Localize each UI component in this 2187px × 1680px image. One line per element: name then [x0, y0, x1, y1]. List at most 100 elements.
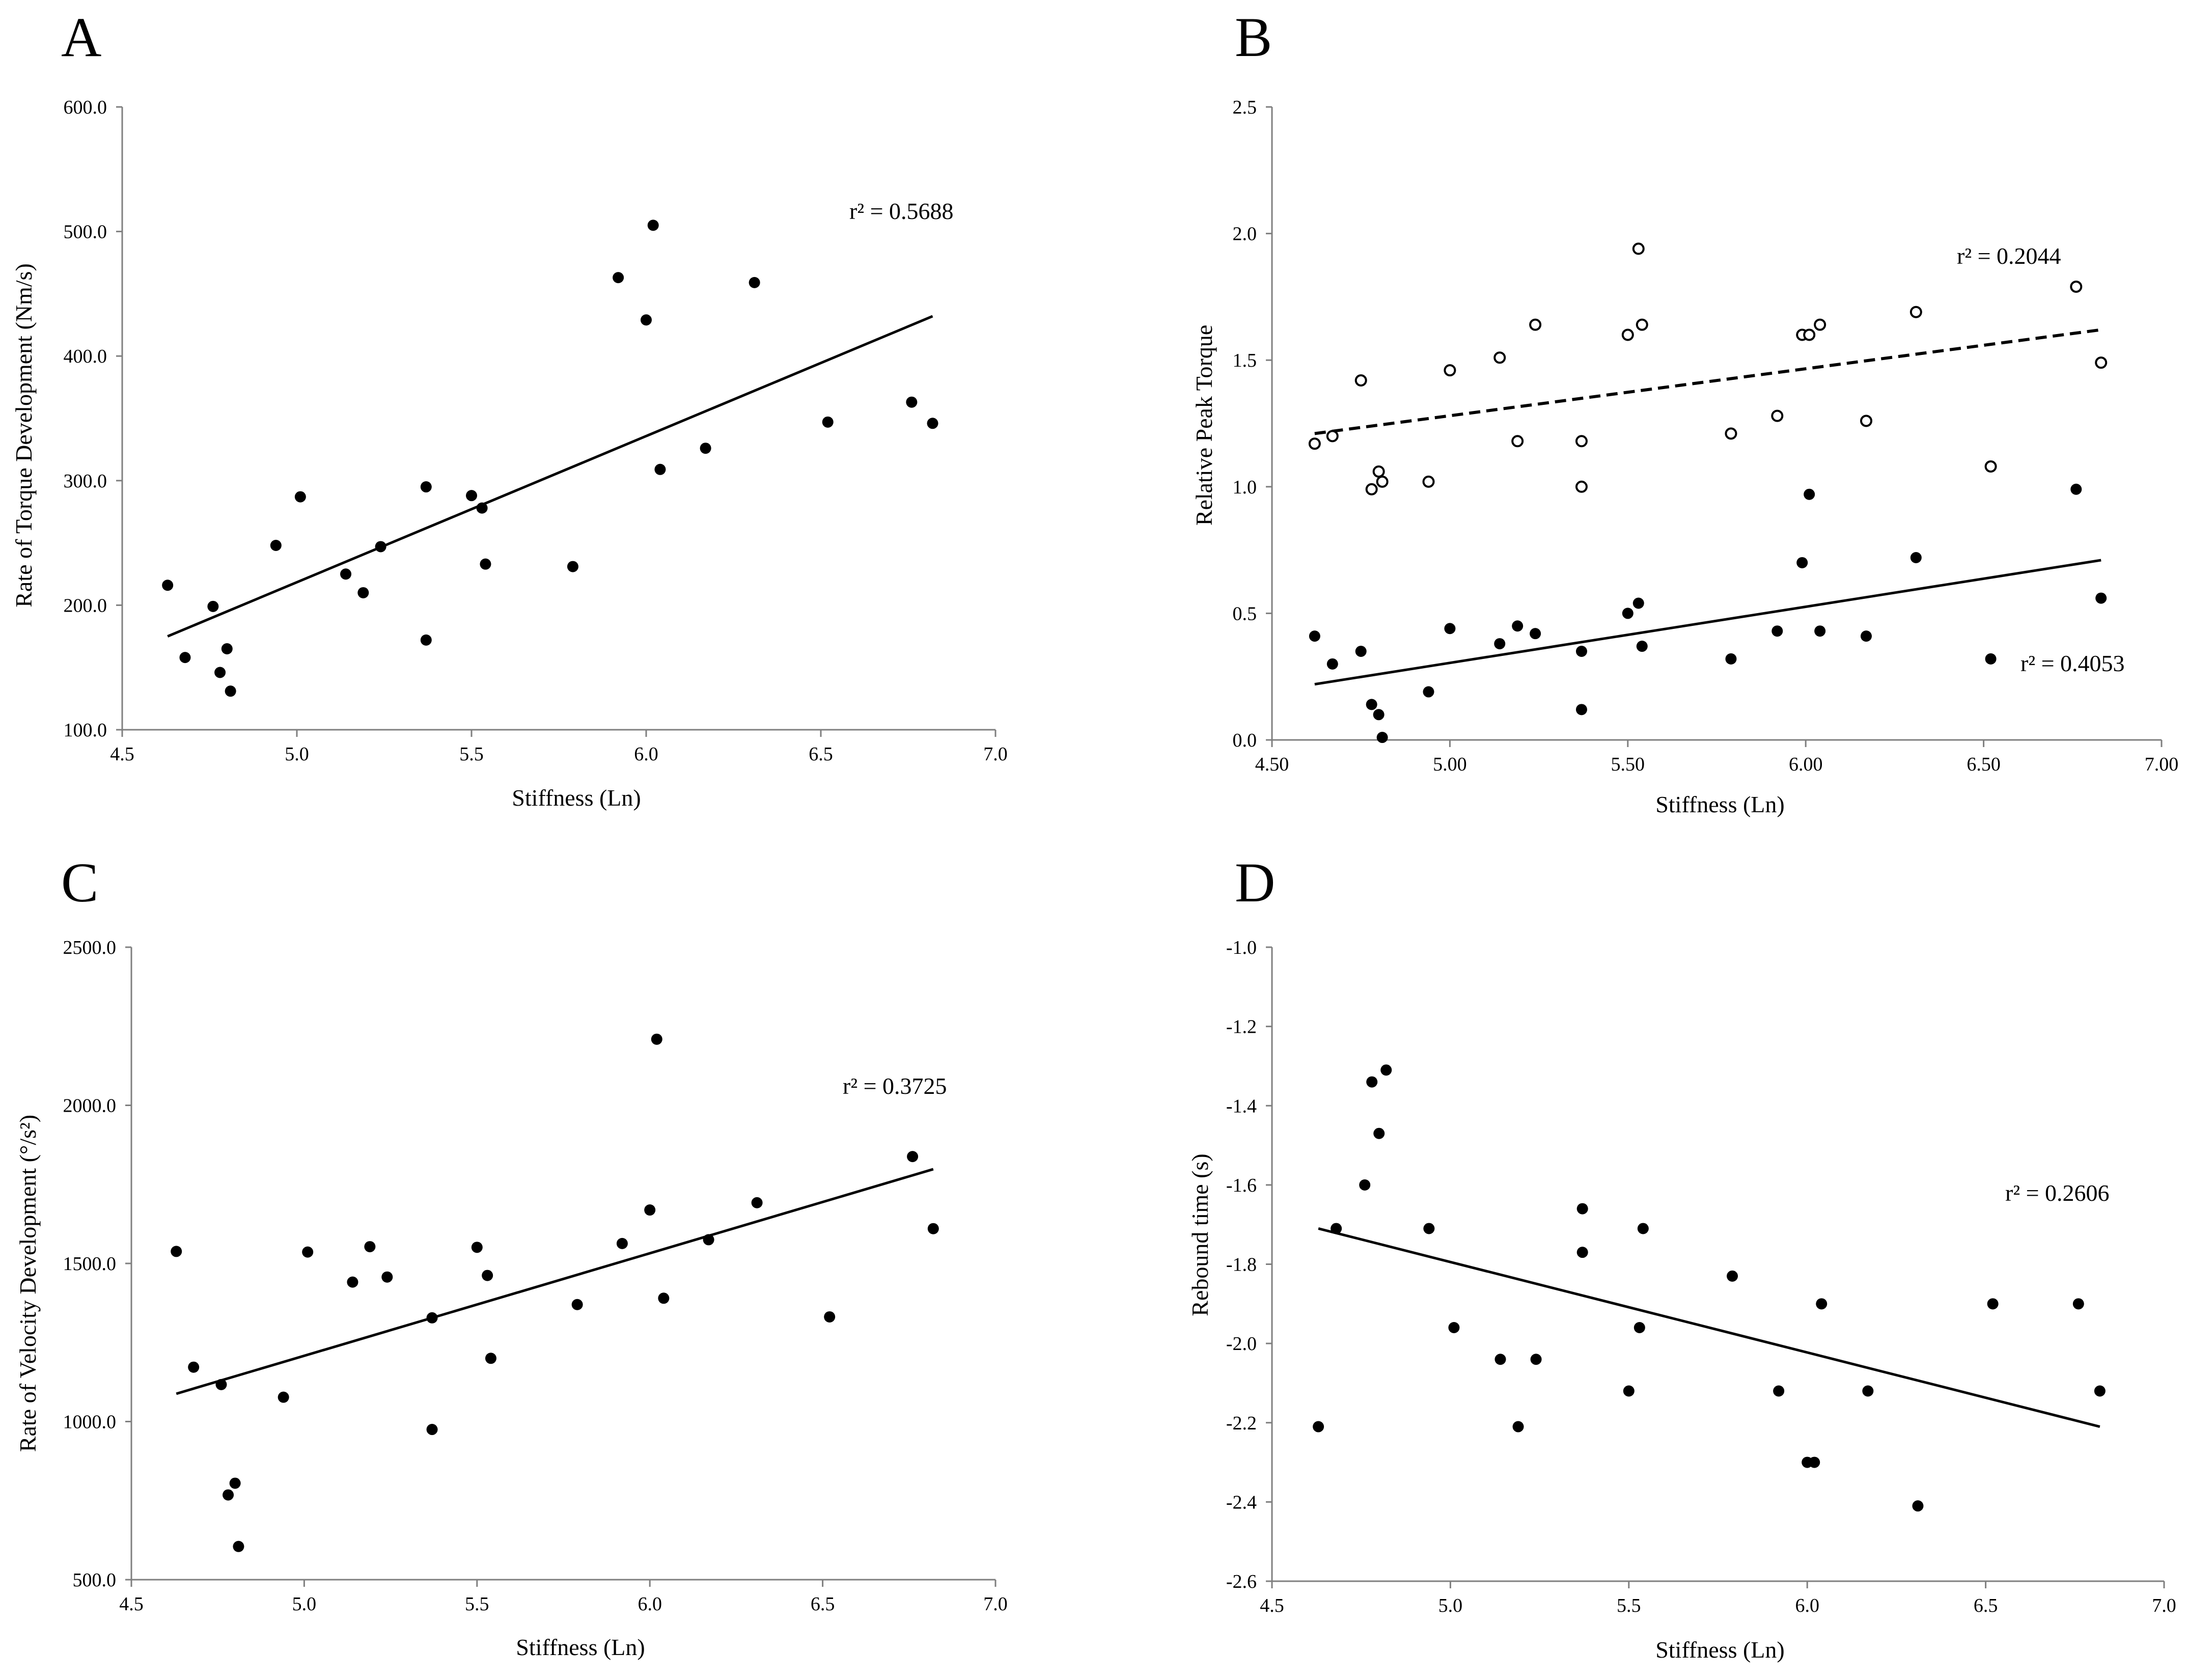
- data-point: [471, 1242, 483, 1253]
- data-point-open: [1372, 465, 1385, 478]
- data-point: [1359, 1179, 1371, 1191]
- data-point: [225, 685, 236, 697]
- y-tick-label: 600.0: [64, 97, 107, 118]
- data-point: [2095, 592, 2107, 604]
- data-point-open: [1814, 318, 1826, 331]
- y-tick-label: -1.0: [1226, 937, 1257, 958]
- x-tick-label: 6.5: [811, 1593, 835, 1615]
- data-point: [1313, 1421, 1324, 1433]
- data-point: [1985, 653, 1997, 665]
- data-point-open: [1725, 427, 1737, 440]
- data-point: [1637, 1223, 1649, 1234]
- data-point: [221, 643, 233, 655]
- data-point-open: [1376, 475, 1389, 488]
- data-point: [647, 219, 659, 231]
- data-point: [1423, 1223, 1435, 1234]
- data-point: [1773, 1385, 1785, 1397]
- y-tick-label: -2.0: [1226, 1333, 1257, 1355]
- x-tick-label: 7.0: [983, 743, 1008, 765]
- data-point: [1309, 630, 1320, 642]
- data-point: [214, 667, 226, 678]
- data-point: [1576, 1203, 1588, 1215]
- data-point-open: [1575, 480, 1588, 493]
- y-tick-label: 1.0: [1233, 477, 1257, 498]
- data-point: [1512, 620, 1524, 632]
- data-point-open: [1636, 318, 1648, 331]
- data-point-open: [1771, 409, 1784, 422]
- x-tick-label: 6.0: [1795, 1595, 1819, 1616]
- data-point: [357, 587, 369, 598]
- y-tick-label: -1.6: [1226, 1175, 1257, 1196]
- data-point: [480, 558, 491, 570]
- x-tick-label: 4.50: [1255, 754, 1289, 775]
- r-squared-label: r² = 0.3725: [843, 1073, 947, 1099]
- y-axis-title: Rate of Torque Development (Nm/s): [11, 263, 37, 608]
- data-point: [188, 1361, 200, 1373]
- data-point: [1912, 1500, 1924, 1512]
- data-point-open: [1909, 306, 1922, 318]
- data-point: [2070, 483, 2082, 495]
- panel-label: C: [61, 851, 98, 914]
- data-point: [171, 1246, 182, 1257]
- data-point-open: [1803, 328, 1816, 341]
- panel-label: A: [61, 6, 101, 68]
- y-tick-label: -2.4: [1226, 1492, 1257, 1513]
- data-point: [2094, 1385, 2106, 1397]
- trendline: [1314, 559, 2101, 686]
- x-axis-title: Stiffness (Ln): [1655, 1637, 1784, 1663]
- r-squared-label-filled: r² = 0.4053: [2020, 650, 2125, 676]
- data-point: [1512, 1421, 1524, 1433]
- data-point: [375, 541, 386, 553]
- x-axis-title: Stiffness (Ln): [516, 1634, 645, 1660]
- x-tick-label: 6.50: [1967, 754, 2001, 775]
- panel-a: A Rate of Torque Development (Nm/s) Stif…: [11, 6, 1008, 811]
- data-point: [1366, 699, 1377, 710]
- panel-c: C Rate of Velocity Development (°/s²) St…: [15, 851, 1008, 1660]
- x-tick-label: 5.50: [1611, 754, 1645, 775]
- y-axis-title: Rate of Velocity Development (°/s²): [15, 1115, 41, 1452]
- y-tick-label: 2500.0: [63, 937, 117, 958]
- data-point: [347, 1276, 358, 1288]
- data-point: [1530, 628, 1541, 640]
- data-point: [1373, 1127, 1385, 1139]
- y-tick-label: 1500.0: [63, 1253, 117, 1275]
- panel-d: D Rebound time (s) Stiffness (Ln) r² = 0…: [1187, 851, 2176, 1663]
- data-point: [229, 1477, 241, 1489]
- data-point: [1804, 488, 1815, 500]
- y-tick-label: 400.0: [64, 346, 107, 367]
- data-point: [364, 1241, 376, 1253]
- data-point: [466, 490, 477, 502]
- data-point: [426, 1312, 438, 1324]
- r-squared-label-open: r² = 0.2044: [1957, 243, 2061, 269]
- y-tick-label: 2000.0: [63, 1095, 117, 1117]
- data-point-open: [1354, 374, 1367, 387]
- data-point: [749, 277, 760, 288]
- data-point: [1331, 1223, 1342, 1234]
- data-point: [1575, 645, 1587, 657]
- y-axis-title: Relative Peak Torque: [1191, 325, 1217, 526]
- y-tick-label: -2.6: [1226, 1571, 1257, 1592]
- trendline: [1318, 1227, 2100, 1428]
- data-point: [381, 1271, 393, 1283]
- data-point: [1860, 630, 1872, 642]
- trendline-dashed: [1314, 328, 2101, 435]
- data-point: [1423, 686, 1434, 698]
- data-point: [420, 481, 432, 493]
- data-point: [179, 652, 191, 664]
- data-point: [1727, 1270, 1738, 1282]
- data-point-open: [1422, 475, 1435, 488]
- data-point: [907, 1151, 919, 1163]
- data-point: [1725, 653, 1737, 665]
- x-tick-label: 6.5: [809, 743, 833, 765]
- data-point: [700, 443, 711, 454]
- y-tick-label: 1.5: [1233, 350, 1257, 371]
- data-point-open: [1308, 437, 1321, 450]
- x-tick-label: 5.00: [1433, 754, 1467, 775]
- data-point: [1376, 732, 1388, 743]
- x-tick-label: 7.0: [983, 1593, 1008, 1615]
- data-point: [2072, 1298, 2084, 1310]
- data-point: [340, 568, 352, 580]
- y-tick-label: 200.0: [64, 595, 107, 616]
- data-point-open: [1984, 460, 1997, 473]
